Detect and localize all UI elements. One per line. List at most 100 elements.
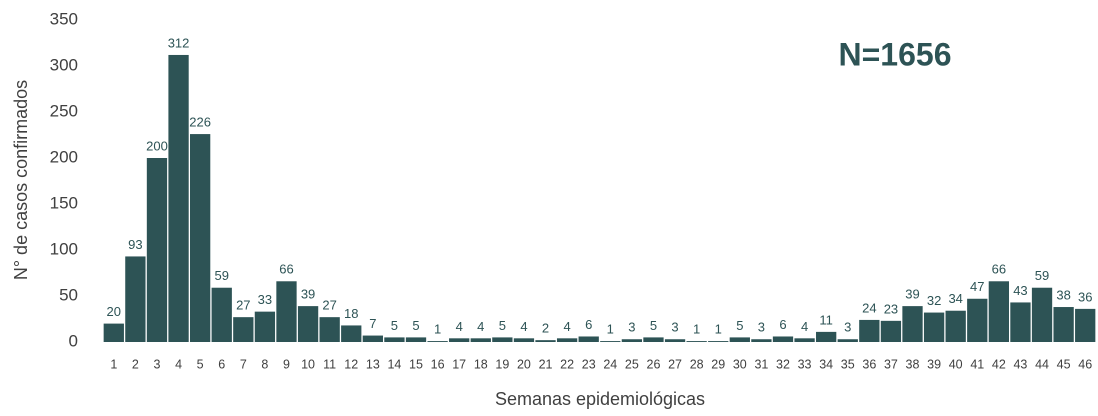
bar bbox=[427, 341, 448, 342]
bar bbox=[233, 317, 254, 342]
x-tick-label: 15 bbox=[409, 357, 423, 371]
data-label: 47 bbox=[970, 279, 984, 294]
bar bbox=[168, 54, 189, 343]
data-label: 3 bbox=[628, 320, 635, 335]
data-label: 3 bbox=[671, 320, 678, 335]
y-tick-label: 250 bbox=[50, 101, 78, 120]
x-tick-label: 28 bbox=[690, 357, 704, 371]
bar bbox=[729, 337, 750, 342]
y-axis-title: N° de casos confirmados bbox=[11, 80, 31, 280]
bar bbox=[686, 341, 707, 342]
bar bbox=[923, 312, 945, 342]
x-tick-label: 3 bbox=[153, 357, 160, 371]
bar bbox=[513, 338, 535, 342]
x-tick-label: 17 bbox=[452, 357, 466, 371]
bar bbox=[384, 337, 405, 342]
bar bbox=[535, 340, 556, 342]
y-tick-label: 200 bbox=[50, 147, 78, 166]
x-tick-label: 33 bbox=[798, 357, 812, 371]
bar bbox=[967, 298, 988, 342]
x-tick-label: 43 bbox=[1013, 357, 1027, 371]
x-tick-label: 7 bbox=[240, 357, 247, 371]
bar bbox=[125, 256, 146, 342]
data-label: 36 bbox=[1078, 289, 1092, 304]
y-tick-label: 300 bbox=[50, 55, 78, 74]
bar bbox=[988, 281, 1010, 342]
x-tick-label: 24 bbox=[603, 357, 617, 371]
x-tick-label: 6 bbox=[218, 357, 225, 371]
data-label: 3 bbox=[844, 320, 851, 335]
data-label: 1 bbox=[693, 322, 700, 337]
x-tick-label: 29 bbox=[711, 357, 725, 371]
data-label: 66 bbox=[279, 262, 293, 277]
x-tick-label: 13 bbox=[366, 357, 380, 371]
x-tick-label: 31 bbox=[754, 357, 768, 371]
data-label: 4 bbox=[477, 319, 484, 334]
bar bbox=[1053, 307, 1074, 342]
y-tick-label: 100 bbox=[50, 239, 78, 258]
x-tick-label: 21 bbox=[539, 357, 553, 371]
data-label: 32 bbox=[927, 293, 941, 308]
x-tick-label: 22 bbox=[560, 357, 574, 371]
bar bbox=[405, 337, 427, 342]
x-tick-label: 1 bbox=[110, 357, 117, 371]
x-tick-label: 16 bbox=[431, 357, 445, 371]
data-label: 4 bbox=[456, 319, 463, 334]
data-label: 59 bbox=[214, 268, 228, 283]
bar bbox=[470, 338, 491, 342]
bar bbox=[816, 331, 837, 342]
data-label: 5 bbox=[499, 318, 506, 333]
bar bbox=[1010, 302, 1031, 342]
data-label: 5 bbox=[412, 318, 419, 333]
x-tick-label: 34 bbox=[819, 357, 833, 371]
bar bbox=[319, 317, 340, 342]
data-label: 27 bbox=[322, 298, 336, 313]
x-tick-label: 26 bbox=[647, 357, 661, 371]
data-label: 2 bbox=[542, 321, 549, 336]
bar bbox=[211, 287, 232, 342]
data-label: 1 bbox=[434, 322, 441, 337]
data-label: 226 bbox=[189, 115, 211, 130]
bar bbox=[751, 339, 772, 342]
x-tick-label: 8 bbox=[261, 357, 268, 371]
bar bbox=[492, 337, 513, 342]
x-tick-label: 30 bbox=[733, 357, 747, 371]
data-label: 6 bbox=[779, 317, 786, 332]
x-tick-label: 23 bbox=[582, 357, 596, 371]
y-tick-label: 150 bbox=[50, 193, 78, 212]
bar bbox=[362, 335, 383, 342]
x-tick-label: 36 bbox=[862, 357, 876, 371]
bar bbox=[276, 281, 297, 342]
data-label: 39 bbox=[905, 287, 919, 302]
bar bbox=[297, 306, 319, 342]
data-label: 6 bbox=[585, 317, 592, 332]
x-tick-label: 38 bbox=[906, 357, 920, 371]
x-tick-label: 45 bbox=[1057, 357, 1071, 371]
x-tick-label: 46 bbox=[1078, 357, 1092, 371]
data-label: 4 bbox=[520, 319, 527, 334]
x-axis-title: Semanas epidemiológicas bbox=[495, 389, 705, 409]
x-tick-label: 44 bbox=[1035, 357, 1049, 371]
data-label: 200 bbox=[146, 138, 168, 153]
bar bbox=[254, 311, 276, 342]
bar bbox=[449, 338, 470, 342]
x-tick-label: 37 bbox=[884, 357, 898, 371]
y-tick-label: 0 bbox=[69, 331, 78, 350]
x-tick-label: 35 bbox=[841, 357, 855, 371]
data-label: 5 bbox=[736, 318, 743, 333]
bar bbox=[1075, 308, 1096, 342]
data-label: 7 bbox=[369, 316, 376, 331]
data-label: 38 bbox=[1056, 287, 1070, 302]
data-label: 59 bbox=[1035, 268, 1049, 283]
bar bbox=[189, 134, 211, 342]
x-tick-label: 18 bbox=[474, 357, 488, 371]
data-label: 1 bbox=[607, 322, 614, 337]
data-label: 20 bbox=[107, 304, 121, 319]
bar bbox=[945, 310, 966, 342]
data-label: 27 bbox=[236, 298, 250, 313]
data-label: 39 bbox=[301, 287, 315, 302]
x-tick-label: 42 bbox=[992, 357, 1006, 371]
x-tick-label: 4 bbox=[175, 357, 182, 371]
bar bbox=[772, 336, 794, 342]
x-tick-label: 20 bbox=[517, 357, 531, 371]
